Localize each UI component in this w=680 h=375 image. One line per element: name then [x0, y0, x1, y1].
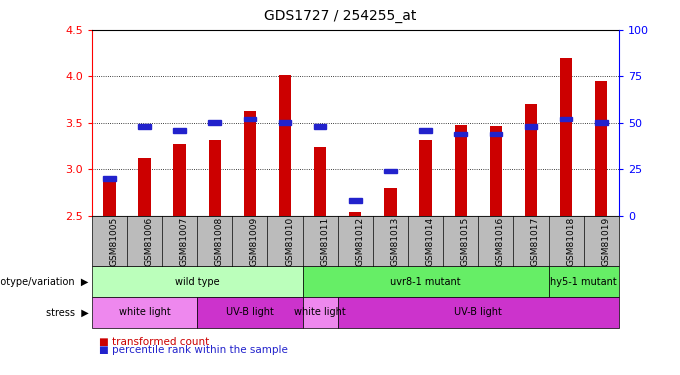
Text: GSM81010: GSM81010 — [285, 216, 294, 266]
Text: GSM81019: GSM81019 — [601, 216, 610, 266]
Text: GSM81015: GSM81015 — [461, 216, 470, 266]
Text: ■ percentile rank within the sample: ■ percentile rank within the sample — [99, 345, 288, 355]
Bar — [454, 124, 467, 216]
Bar — [525, 124, 537, 129]
Text: GSM81016: GSM81016 — [496, 216, 505, 266]
Text: GSM81012: GSM81012 — [355, 216, 364, 266]
Bar — [454, 132, 467, 136]
Bar — [490, 132, 502, 136]
Bar — [525, 104, 537, 216]
Bar — [349, 198, 362, 203]
Bar — [314, 124, 326, 129]
Text: GSM81013: GSM81013 — [390, 216, 399, 266]
Text: UV-B light: UV-B light — [454, 308, 503, 317]
Bar — [490, 126, 502, 216]
Text: stress  ▶: stress ▶ — [46, 308, 88, 317]
Bar — [279, 120, 291, 125]
Bar — [103, 180, 116, 216]
Text: GSM81007: GSM81007 — [180, 216, 188, 266]
Bar — [243, 117, 256, 122]
Text: GSM81018: GSM81018 — [566, 216, 575, 266]
Text: hy5-1 mutant: hy5-1 mutant — [550, 277, 617, 286]
Text: white light: white light — [118, 308, 171, 317]
Bar — [103, 176, 116, 181]
Text: wild type: wild type — [175, 277, 220, 286]
Text: GSM81011: GSM81011 — [320, 216, 329, 266]
Bar — [279, 75, 291, 216]
Text: GSM81009: GSM81009 — [250, 216, 259, 266]
Bar — [138, 158, 151, 216]
Text: GSM81017: GSM81017 — [531, 216, 540, 266]
Bar — [595, 81, 607, 216]
Bar — [384, 188, 396, 216]
Text: GSM81006: GSM81006 — [145, 216, 154, 266]
Text: uvr8-1 mutant: uvr8-1 mutant — [390, 277, 461, 286]
Text: GSM81005: GSM81005 — [109, 216, 118, 266]
Bar — [209, 140, 221, 216]
Text: genotype/variation  ▶: genotype/variation ▶ — [0, 277, 88, 286]
Bar — [243, 111, 256, 216]
Bar — [173, 144, 186, 216]
Bar — [314, 147, 326, 216]
Bar — [560, 117, 573, 122]
Bar — [173, 128, 186, 132]
Text: white light: white light — [294, 308, 346, 317]
Bar — [138, 124, 151, 129]
Bar — [209, 120, 221, 125]
Bar — [560, 58, 573, 216]
Text: GDS1727 / 254255_at: GDS1727 / 254255_at — [264, 9, 416, 23]
Bar — [420, 140, 432, 216]
Text: ■ transformed count: ■ transformed count — [99, 337, 209, 347]
Text: GSM81014: GSM81014 — [426, 216, 435, 266]
Bar — [420, 128, 432, 132]
Text: GSM81008: GSM81008 — [215, 216, 224, 266]
Bar — [349, 212, 362, 216]
Bar — [595, 120, 607, 125]
Bar — [384, 169, 396, 173]
Text: UV-B light: UV-B light — [226, 308, 274, 317]
